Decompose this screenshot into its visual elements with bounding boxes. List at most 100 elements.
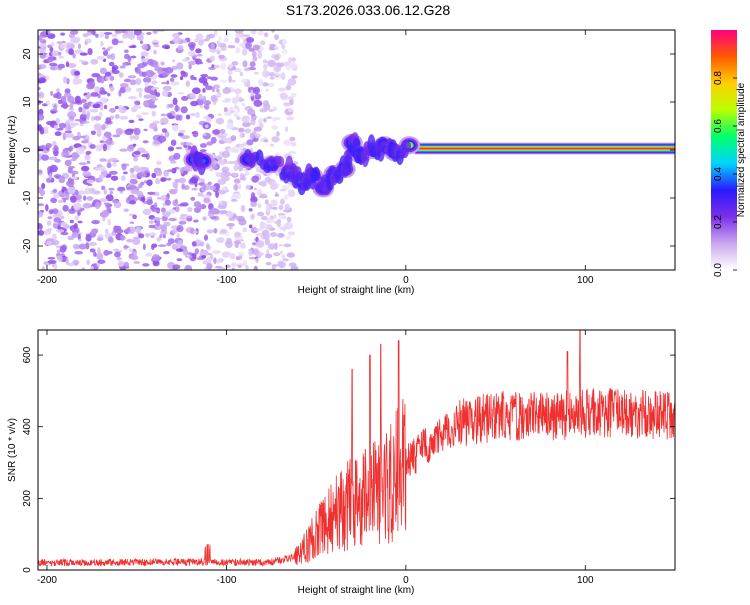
spectrogram-noise-blob — [71, 232, 79, 238]
spectrogram-noise-blob — [148, 220, 154, 224]
spectrogram-noise-blob — [69, 219, 74, 224]
spectrogram-noise-blob — [68, 107, 75, 111]
spectrogram-noise-blob — [101, 185, 106, 191]
spectrogram-noise-blob — [126, 239, 134, 243]
spectrogram-noise-blob — [287, 107, 294, 112]
spectrogram-noise-blob — [221, 99, 231, 103]
spectrogram-noise-blob — [184, 255, 193, 258]
spectrogram-noise-blob — [264, 199, 269, 205]
spectrogram-noise-blob — [166, 177, 172, 181]
spectrogram-noise-blob — [146, 179, 153, 186]
spectrogram-noise-blob — [164, 46, 170, 50]
spectrogram-noise-blob — [215, 190, 219, 198]
spectrogram-noise-blob — [38, 77, 46, 84]
spectrogram-noise-blob — [151, 244, 155, 251]
spectrogram-noise-blob — [119, 234, 126, 241]
spectrogram-noise-blob — [65, 61, 70, 68]
spectrogram-noise-blob — [128, 248, 134, 253]
spectrogram-noise-blob — [74, 194, 82, 201]
spectrogram-noise-blob — [181, 58, 189, 62]
spectrogram-noise-blob — [50, 110, 56, 114]
spectrogram-noise-blob — [38, 203, 45, 207]
spectrogram-noise-blob — [143, 128, 148, 132]
spectrogram-noise-blob — [213, 30, 218, 36]
spectrogram-noise-blob — [253, 228, 263, 232]
spectrogram-noise-blob — [252, 138, 258, 142]
spectrogram-noise-blob — [244, 128, 252, 134]
spectrogram-noise-blob — [86, 259, 90, 265]
spectrogram-noise-blob — [229, 253, 236, 260]
spectrogram-noise-blob — [262, 82, 269, 87]
spectrogram-noise-blob — [171, 243, 179, 251]
spectrogram-noise-blob — [109, 190, 113, 195]
spectrogram-noise-blob — [164, 66, 174, 74]
spectrogram-noise-blob — [211, 165, 218, 169]
spectrogram-noise-blob — [38, 91, 45, 99]
spectrogram-noise-blob — [202, 194, 211, 199]
spectrogram-noise-blob — [141, 59, 145, 63]
spectrogram-noise-blob — [218, 54, 225, 59]
y-tick-label: 20 — [22, 48, 33, 60]
spectrogram-noise-blob — [278, 214, 286, 220]
spectrogram-noise-blob — [64, 159, 72, 167]
spectrogram-noise-blob — [227, 160, 236, 165]
spectrogram-noise-blob — [107, 236, 114, 243]
spectrogram-x-ticks: -200 -100 0 100 — [37, 30, 594, 286]
spectrogram-noise-blob — [111, 38, 119, 46]
spectrogram-noise-blob — [111, 33, 118, 38]
x-tick-label: 100 — [577, 275, 594, 286]
spectrogram-noise-blob — [128, 45, 137, 49]
spectrogram-noise-blob — [146, 32, 152, 35]
spectrogram-noise-blob — [67, 63, 77, 69]
spectrogram-noise-blob — [140, 32, 145, 36]
spectrogram-noise-blob — [207, 33, 215, 39]
y-tick-label: 400 — [22, 418, 33, 435]
snr-y-ticks: 0 200 400 600 — [22, 346, 675, 573]
spectrogram-noise-blob — [221, 137, 228, 142]
spectrogram-noise-blob — [60, 215, 65, 220]
spectrogram-noise-blob — [76, 146, 85, 155]
spectrogram-noise-blob — [143, 94, 152, 99]
spectrogram-noise-blob — [188, 63, 192, 70]
spectrogram-noise-blob — [266, 172, 272, 177]
spectrogram-noise-blob — [108, 61, 115, 67]
x-tick-label: -100 — [216, 275, 236, 286]
spectrogram-noise-blob — [182, 170, 188, 175]
spectrogram-noise-blob — [68, 48, 74, 56]
spectrogram-noise-blob — [239, 71, 244, 77]
spectrogram-noise-blob — [281, 48, 288, 55]
spectrogram-noise-blob — [281, 61, 291, 67]
spectrogram-noise-blob — [121, 163, 127, 171]
spectrogram-noise-blob — [105, 48, 111, 52]
spectrogram-noise-blob — [216, 172, 222, 176]
spectrogram-noise-blob — [110, 175, 119, 181]
y-tick-label: -10 — [22, 190, 33, 205]
spectrogram-noise-blob — [124, 128, 134, 136]
spectrogram-noise-blob — [49, 164, 58, 173]
spectrogram-noise-blob — [238, 144, 244, 150]
spectrogram-noise-blob — [84, 154, 91, 161]
spectrogram-noise-blob — [171, 33, 181, 38]
spectrogram-noise-blob — [61, 150, 69, 158]
spectrogram-noise-blob — [74, 71, 80, 76]
spectrogram-noise-blob — [99, 158, 107, 162]
spectrogram-noise-blob — [109, 85, 115, 92]
spectrogram-noise-blob — [66, 180, 75, 187]
spectrogram-noise-blob — [284, 203, 291, 211]
spectrogram-noise-blob — [234, 184, 238, 190]
spectrogram-noise-blob — [47, 257, 56, 260]
spectrogram-noise-blob — [112, 65, 119, 71]
spectrogram-noise-blob — [55, 117, 60, 125]
spectrogram-noise-blob — [273, 66, 282, 73]
spectrogram-noise-blob — [119, 83, 129, 88]
spectrogram-noise-blob — [151, 110, 157, 117]
spectrogram-noise-blob — [237, 251, 245, 258]
spectrogram-noise-blob — [108, 170, 118, 175]
spectrogram-noise-blob — [288, 61, 297, 69]
spectrogram-noise-blob — [41, 154, 49, 161]
spectrogram-noise-blob — [138, 91, 142, 98]
spectrogram-noise-blob — [202, 133, 207, 136]
spectrogram-noise-blob — [202, 183, 206, 191]
spectrogram-noise-blob — [46, 220, 52, 226]
spectrogram-noise-blob — [253, 126, 262, 132]
